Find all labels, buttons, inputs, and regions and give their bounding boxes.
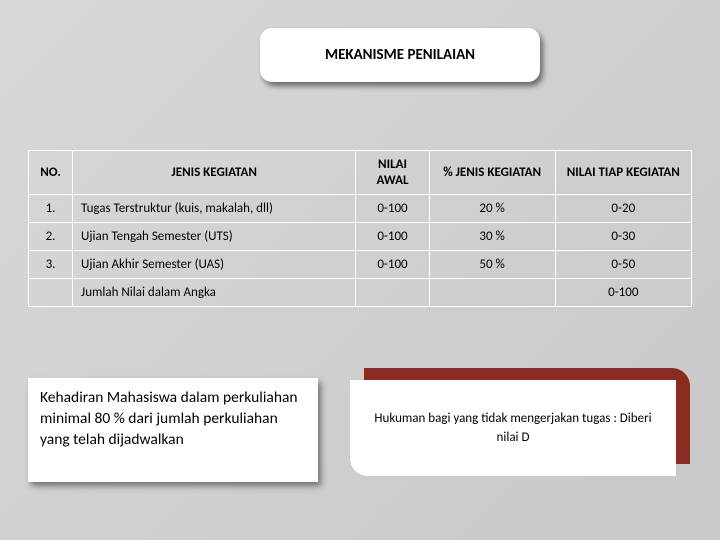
cell-empty (429, 279, 555, 307)
cell-persen: 20 % (429, 195, 555, 223)
grading-table: NO. JENIS KEGIATAN NILAI AWAL % JENIS KE… (28, 150, 692, 307)
cell-tiap: 0-20 (555, 195, 691, 223)
cell-no: 3. (29, 251, 73, 279)
cell-empty (356, 279, 429, 307)
cell-footer-value: 0-100 (555, 279, 691, 307)
col-awal: NILAI AWAL (356, 151, 429, 195)
attendance-note: Kehadiran Mahasiswa dalam perkuliahan mi… (28, 378, 318, 482)
col-jenis: JENIS KEGIATAN (73, 151, 356, 195)
cell-awal: 0-100 (356, 223, 429, 251)
cell-jenis: Ujian Tengah Semester (UTS) (73, 223, 356, 251)
penalty-note: Hukuman bagi yang tidak mengerjakan tuga… (350, 380, 676, 476)
cell-awal: 0-100 (356, 251, 429, 279)
cell-jenis: Tugas Terstruktur (kuis, makalah, dll) (73, 195, 356, 223)
col-persen: % JENIS KEGIATAN (429, 151, 555, 195)
cell-tiap: 0-30 (555, 223, 691, 251)
grading-table-element: NO. JENIS KEGIATAN NILAI AWAL % JENIS KE… (28, 150, 692, 307)
cell-no-empty (29, 279, 73, 307)
table-footer-row: Jumlah Nilai dalam Angka 0-100 (29, 279, 692, 307)
cell-persen: 30 % (429, 223, 555, 251)
cell-tiap: 0-50 (555, 251, 691, 279)
table-row: 2. Ujian Tengah Semester (UTS) 0-100 30 … (29, 223, 692, 251)
col-tiap: NILAI TIAP KEGIATAN (555, 151, 691, 195)
cell-persen: 50 % (429, 251, 555, 279)
table-row: 3. Ujian Akhir Semester (UAS) 0-100 50 %… (29, 251, 692, 279)
cell-no: 1. (29, 195, 73, 223)
table-header-row: NO. JENIS KEGIATAN NILAI AWAL % JENIS KE… (29, 151, 692, 195)
col-no: NO. (29, 151, 73, 195)
table-row: 1. Tugas Terstruktur (kuis, makalah, dll… (29, 195, 692, 223)
penalty-note-wrap: Hukuman bagi yang tidak mengerjakan tuga… (350, 368, 690, 478)
cell-no: 2. (29, 223, 73, 251)
cell-footer-label: Jumlah Nilai dalam Angka (73, 279, 356, 307)
page-title: MEKANISME PENILAIAN (260, 28, 540, 82)
cell-jenis: Ujian Akhir Semester (UAS) (73, 251, 356, 279)
cell-awal: 0-100 (356, 195, 429, 223)
